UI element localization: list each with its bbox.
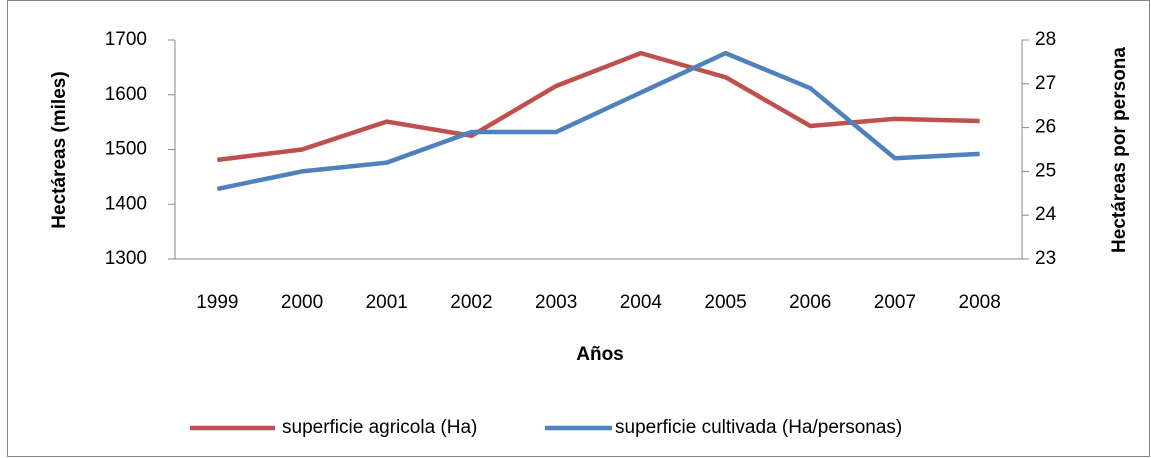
x-tick-label: 2000: [281, 292, 323, 313]
x-tick-label: 2006: [789, 292, 831, 313]
y-tick-label: 1600: [105, 84, 147, 105]
y2-tick-label: 23: [1035, 248, 1056, 269]
y2-tick-label: 27: [1035, 73, 1056, 94]
x-tick-label: 2007: [874, 292, 916, 313]
x-tick-label: 2005: [704, 292, 746, 313]
y-tick-label: 1500: [105, 139, 147, 160]
x-tick-label: 1999: [196, 292, 238, 313]
y2-axis-title: Hectáreas por persona: [1109, 47, 1130, 253]
y-tick-label: 1300: [105, 248, 147, 269]
x-tick-label: 2002: [450, 292, 492, 313]
y-axis-title: Hectáreas (miles): [49, 71, 70, 228]
x-tick-label: 2003: [535, 292, 577, 313]
y2-tick-label: 26: [1035, 117, 1056, 138]
y-tick-label: 1400: [105, 193, 147, 214]
legend-label: superficie cultivada (Ha/personas): [615, 417, 902, 438]
x-tick-label: 2008: [959, 292, 1001, 313]
x-axis-title: Años: [576, 344, 624, 365]
series-line: [216, 50, 980, 192]
y-tick-label: 1700: [105, 29, 147, 50]
y2-tick-label: 24: [1035, 204, 1057, 225]
chart-border: [7, 0, 1150, 457]
y2-tick-label: 25: [1035, 160, 1056, 181]
x-tick-label: 2001: [366, 292, 408, 313]
y2-tick-label: 28: [1035, 29, 1056, 50]
legend-label: superficie agricola (Ha): [282, 417, 477, 438]
x-tick-label: 2004: [620, 292, 663, 313]
